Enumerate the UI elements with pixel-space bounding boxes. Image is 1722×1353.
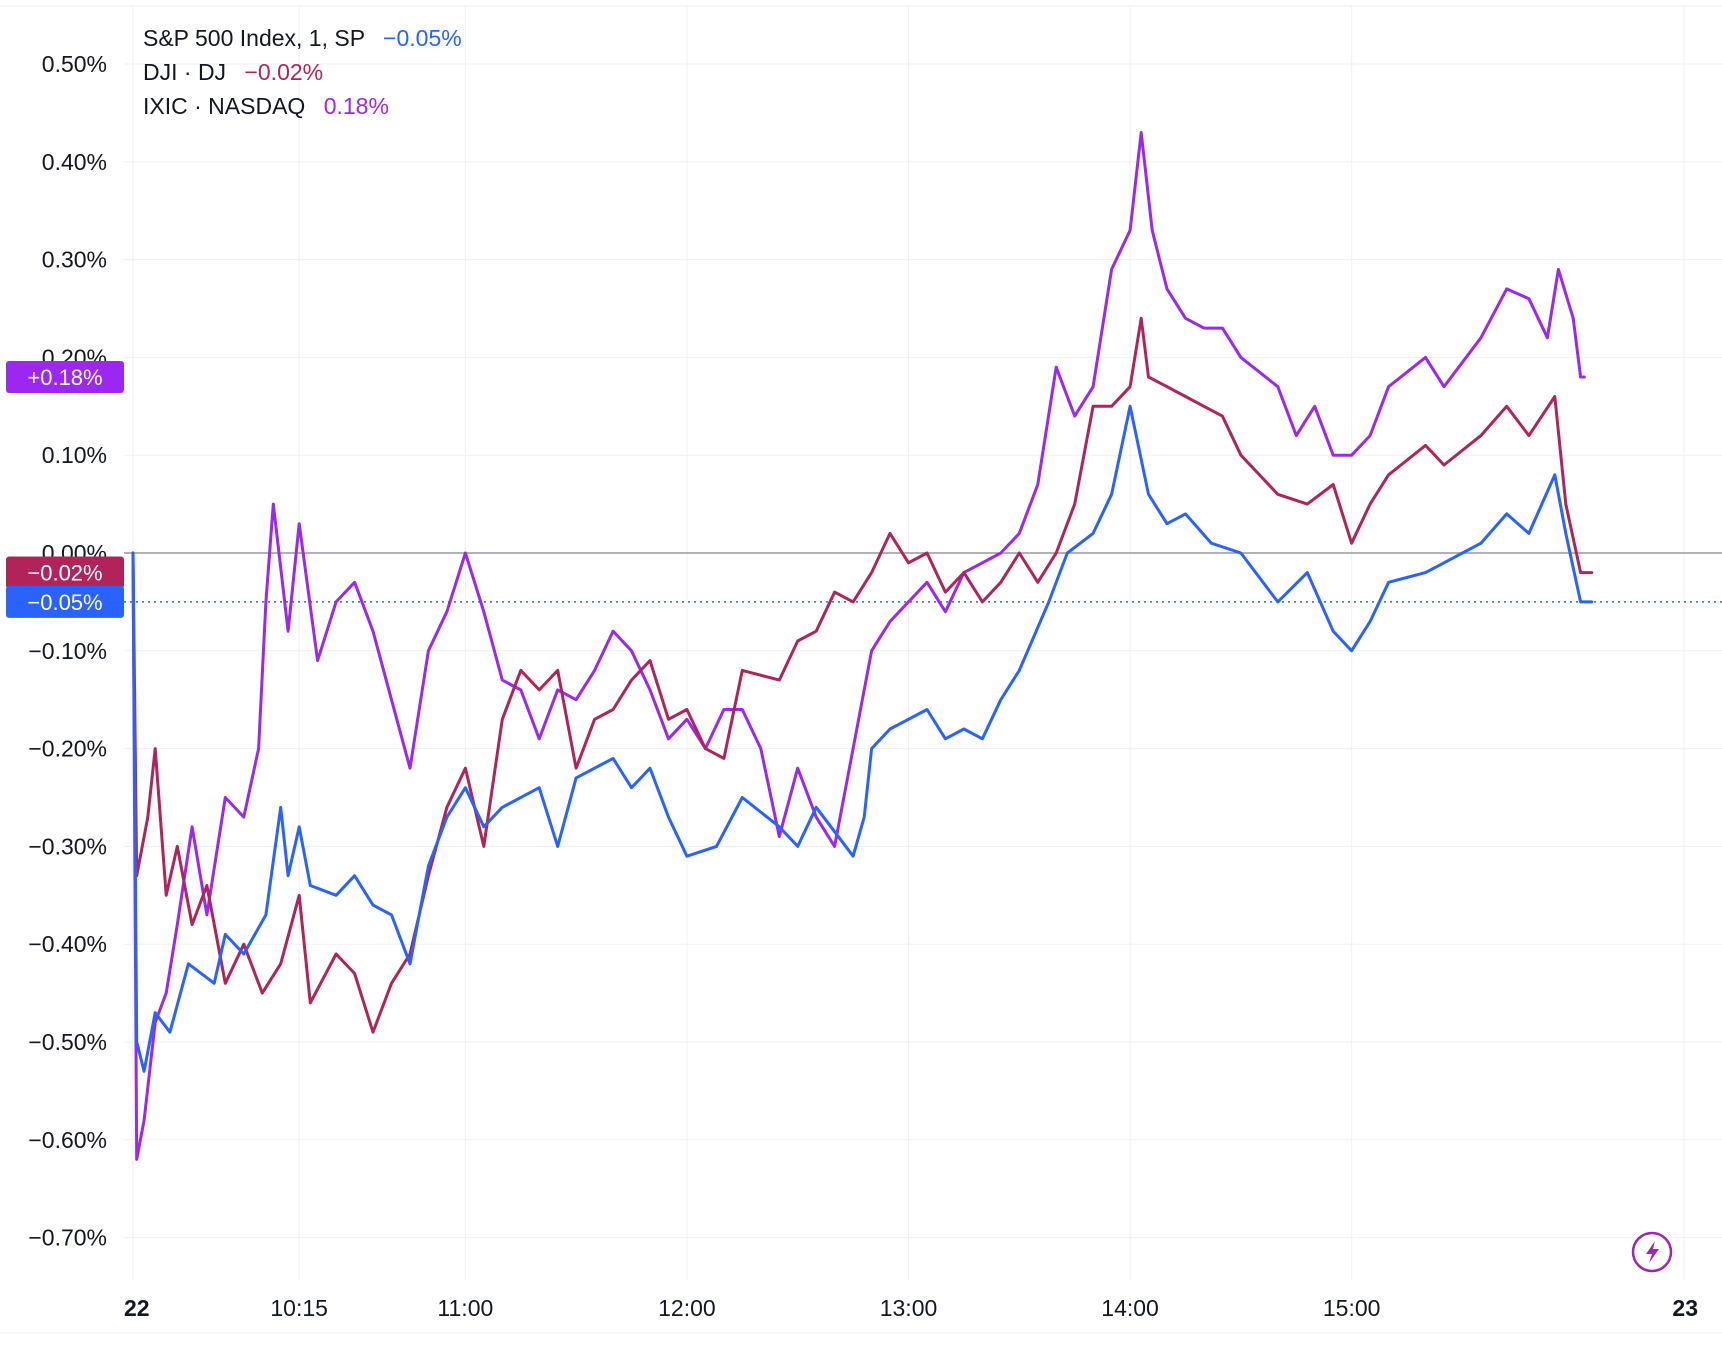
legend-value-dji: −0.02% [244,59,323,85]
price-tag-background [6,360,124,393]
x-tick-label: 10:15 [270,1295,328,1321]
y-tick-label: −0.70% [28,1225,107,1251]
legend-value-sp500: −0.05% [383,25,462,51]
legend-row-dji[interactable]: DJI · DJ −0.02% [143,59,323,85]
price-tag-label: −0.02% [27,561,102,586]
lightning-icon[interactable] [1631,1231,1673,1273]
price-tag: −0.02% [6,556,124,589]
x-tick-label: 14:00 [1101,1295,1159,1321]
price-tag-background [6,585,124,618]
price-tag: −0.05% [6,585,124,618]
y-tick-label: 0.30% [42,247,107,273]
y-tick-label: −0.60% [28,1127,107,1153]
legend-row-ixic[interactable]: IXIC · NASDAQ 0.18% [143,93,389,119]
legend-value-ixic: 0.18% [324,93,389,119]
y-axis: 0.50%0.40%0.30%0.20%0.10%0.00%−0.10%−0.2… [28,51,107,1251]
series-line[interactable] [131,131,1586,1161]
series-lines[interactable] [131,131,1594,1161]
y-tick-label: −0.10% [28,638,107,664]
x-tick-label: 11:00 [437,1295,493,1321]
price-tag-label: +0.18% [27,365,102,390]
x-tick-label: 13:00 [880,1295,938,1321]
grid-lines [124,6,1722,1280]
y-tick-label: −0.30% [28,833,107,859]
series-line[interactable] [131,404,1594,1073]
x-tick-label: 12:00 [658,1295,716,1321]
x-axis: 22 10:15 11:00 12:00 13:00 14:00 15:00 23 [124,1295,1698,1321]
price-tags: +0.18% −0.02% −0.05% [6,360,124,618]
x-tick-label: 22 [124,1295,150,1321]
legend: S&P 500 Index, 1, SP −0.05% DJI · DJ −0.… [143,25,462,119]
y-tick-label: −0.50% [28,1029,107,1055]
y-tick-label: 0.40% [42,149,107,175]
y-tick-label: −0.20% [28,736,107,762]
zero-baseline [124,552,1722,603]
y-tick-label: 0.50% [42,51,107,77]
series-line[interactable] [131,316,1594,1034]
legend-name-dji: DJI · DJ [143,59,226,85]
price-tag-background [6,556,124,589]
price-tag: +0.18% [6,360,124,393]
price-tag-label: −0.05% [27,590,102,615]
y-tick-label: −0.40% [28,931,107,957]
legend-name-sp500: S&P 500 Index, 1, SP [143,25,365,51]
legend-row-sp500[interactable]: S&P 500 Index, 1, SP −0.05% [143,25,462,51]
x-tick-label: 23 [1672,1295,1698,1321]
legend-name-ixic: IXIC · NASDAQ [143,93,305,119]
y-tick-label: 0.10% [42,442,107,468]
x-tick-label: 15:00 [1323,1295,1381,1321]
